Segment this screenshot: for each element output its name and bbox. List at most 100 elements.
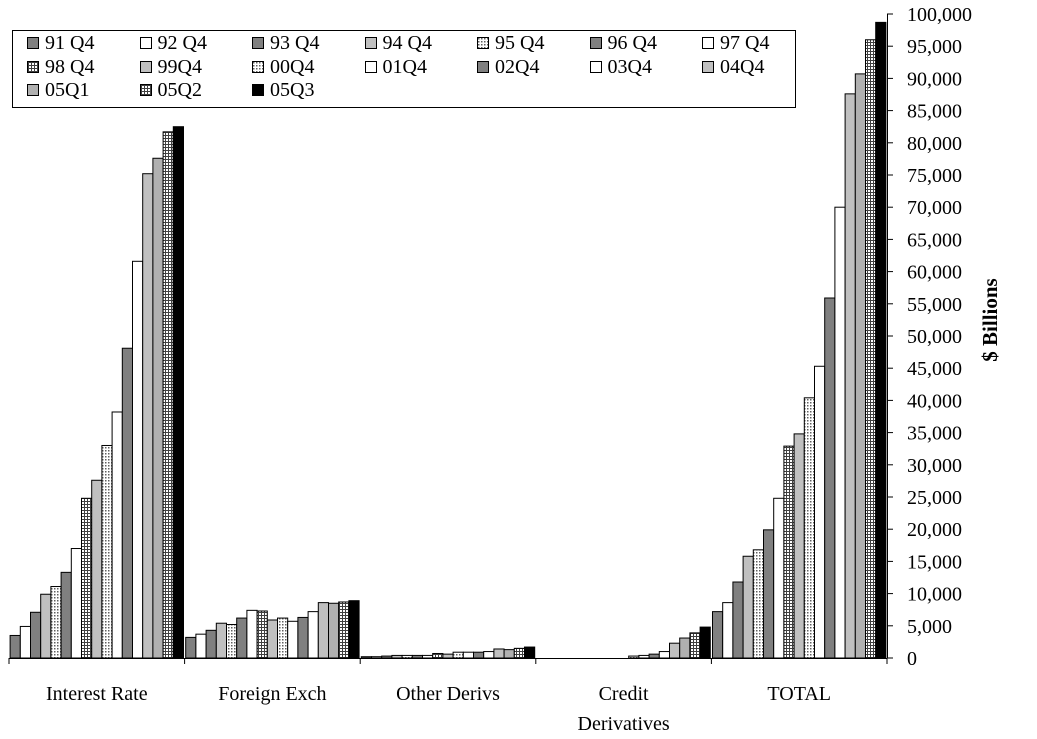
bar xyxy=(824,297,836,659)
legend-item: 05Q3 xyxy=(252,79,314,101)
legend-item: 05Q1 xyxy=(27,79,89,101)
bar xyxy=(679,637,691,659)
legend-label: 05Q2 xyxy=(157,79,202,101)
y-tick-label: 85,000 xyxy=(907,101,962,123)
y-tick-label: 100,000 xyxy=(907,4,972,26)
bar xyxy=(256,610,268,659)
bar xyxy=(875,21,887,659)
legend-swatch xyxy=(139,84,152,96)
bar xyxy=(246,609,258,659)
y-tick-label: 10,000 xyxy=(907,584,962,606)
bar xyxy=(432,652,444,659)
legend-label: 01Q4 xyxy=(382,55,427,78)
legend-swatch xyxy=(589,37,602,49)
bar xyxy=(483,651,495,659)
bar xyxy=(60,571,72,659)
bar xyxy=(226,624,238,659)
y-tick-label: 25,000 xyxy=(907,487,962,509)
legend: 91 Q4 92 Q4 93 Q4 94 Q4 95 Q4 96 Q4 97 Q4 98 Q4… xyxy=(12,30,796,108)
y-tick-label: 35,000 xyxy=(907,423,962,445)
legend-label: 97 Q4 xyxy=(720,32,770,54)
bar xyxy=(91,479,103,659)
y-axis-title: $ Billions xyxy=(978,278,1002,362)
y-tick-label: 95,000 xyxy=(907,36,962,58)
bar xyxy=(348,600,360,659)
bar xyxy=(803,397,815,659)
legend-swatch xyxy=(139,37,152,49)
bar xyxy=(658,651,670,659)
bar xyxy=(844,93,856,659)
bar xyxy=(722,602,734,659)
legend-label: 98 Q4 xyxy=(45,55,95,78)
legend-label: 05Q1 xyxy=(45,79,90,101)
bar xyxy=(307,611,319,659)
bar xyxy=(101,444,113,659)
bar xyxy=(266,619,278,659)
legend-item: 04Q4 xyxy=(702,56,764,78)
legend-item: 92 Q4 xyxy=(139,32,207,54)
bar xyxy=(628,655,640,659)
bar xyxy=(328,602,340,659)
y-tick-label: 55,000 xyxy=(907,294,962,316)
y-tick-label: 20,000 xyxy=(907,519,962,541)
bar xyxy=(142,173,154,659)
y-tick-label: 90,000 xyxy=(907,68,962,90)
legend-item: 97 Q4 xyxy=(702,32,769,54)
bar xyxy=(442,653,454,659)
bar xyxy=(381,655,393,659)
bar xyxy=(669,642,681,659)
bar xyxy=(172,126,185,659)
legend-label: 03Q4 xyxy=(607,55,652,78)
bar xyxy=(81,497,93,659)
legend-item: 99Q4 xyxy=(139,55,202,78)
y-tick-label: 70,000 xyxy=(907,197,962,219)
legend-label: 99Q4 xyxy=(157,55,202,78)
bar xyxy=(712,611,724,659)
bar xyxy=(277,617,289,659)
legend-swatch xyxy=(27,60,39,73)
legend-label: 92 Q4 xyxy=(157,32,207,54)
bar xyxy=(236,617,248,659)
bar xyxy=(287,620,299,659)
y-tick-label: 40,000 xyxy=(907,390,962,412)
legend-swatch xyxy=(27,84,39,96)
bar xyxy=(834,206,846,659)
bar xyxy=(401,654,413,659)
bar xyxy=(50,586,62,659)
legend-swatch xyxy=(139,60,152,73)
bar xyxy=(773,497,785,659)
bar xyxy=(70,548,83,659)
y-tick-label: 65,000 xyxy=(907,229,962,251)
legend-item: 05Q2 xyxy=(139,79,202,101)
legend-item: 01Q4 xyxy=(364,55,427,78)
bar xyxy=(742,555,754,659)
legend-swatch xyxy=(477,60,489,73)
legend-swatch xyxy=(252,37,264,49)
bar xyxy=(411,654,423,659)
bar xyxy=(185,636,197,659)
bar xyxy=(854,73,866,659)
y-tick-label: 60,000 xyxy=(907,262,962,284)
legend-item: 96 Q4 xyxy=(589,32,657,54)
bar xyxy=(19,625,31,659)
x-category-label: Credit xyxy=(599,683,649,705)
legend-swatch xyxy=(702,60,714,73)
legend-item: 02Q4 xyxy=(477,56,539,78)
legend-label: 94 Q4 xyxy=(382,32,432,54)
legend-swatch xyxy=(589,60,602,73)
bar xyxy=(391,654,403,659)
bar xyxy=(338,601,350,659)
legend-item: 00Q4 xyxy=(252,56,314,78)
category-labels-group: Interest Rate Foreign Exch Other Derivs Cre… xyxy=(46,683,831,735)
x-category-label: Foreign Exch xyxy=(218,683,326,705)
bar xyxy=(493,648,505,659)
bar xyxy=(732,581,744,659)
bar xyxy=(513,647,525,659)
legend-label: 00Q4 xyxy=(270,55,315,78)
bar xyxy=(40,593,52,659)
legend-item: 95 Q4 xyxy=(477,32,544,54)
bar xyxy=(9,634,21,659)
legend-label: 93 Q4 xyxy=(270,32,320,54)
bar xyxy=(503,649,515,659)
